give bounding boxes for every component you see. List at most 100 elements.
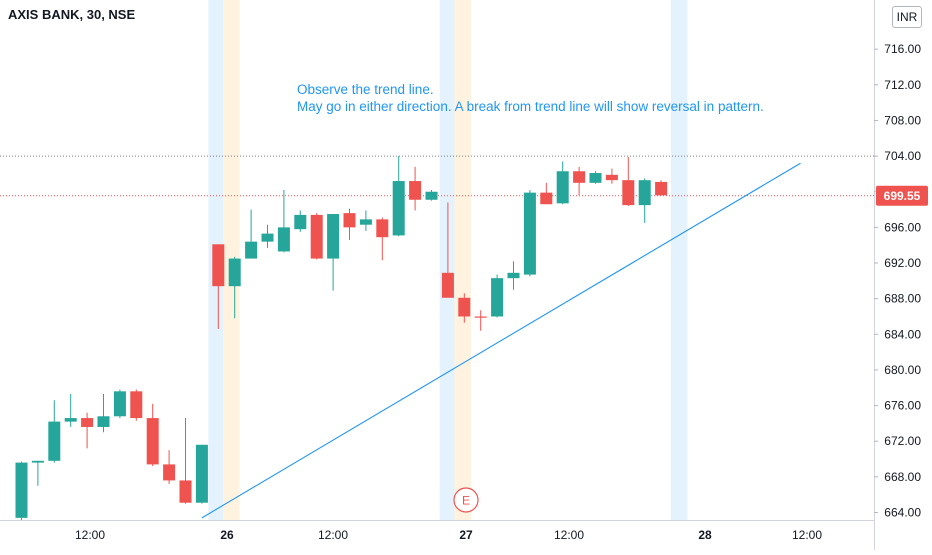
candle-body — [15, 462, 28, 518]
candle-body — [343, 213, 356, 228]
candle[interactable] — [64, 393, 77, 427]
candle-body — [294, 214, 307, 230]
x-tick-label: 12:00 — [75, 528, 105, 542]
candle[interactable] — [31, 460, 44, 486]
candle[interactable] — [425, 189, 438, 201]
candle-body — [245, 241, 258, 259]
note-line-2: May go in either direction. A break from… — [297, 99, 764, 114]
candle[interactable] — [179, 418, 192, 504]
candle[interactable] — [277, 189, 290, 253]
candle-body — [195, 444, 208, 503]
candle-body — [491, 278, 504, 317]
candle[interactable] — [638, 178, 651, 223]
candle[interactable] — [195, 444, 208, 504]
note-line-1: Observe the trend line. — [297, 82, 434, 97]
candle[interactable] — [392, 156, 405, 237]
candle-body — [81, 418, 94, 427]
price-axis-background — [874, 0, 932, 550]
session-band — [439, 0, 455, 520]
x-tick-label: 12:00 — [318, 528, 348, 542]
y-tick-label: 676.00 — [884, 399, 921, 413]
candle[interactable] — [556, 161, 569, 205]
y-tick-label: 684.00 — [884, 327, 921, 341]
y-tick-label: 704.00 — [884, 149, 921, 163]
candle[interactable] — [15, 461, 28, 526]
candle-body — [392, 181, 405, 236]
candle-body — [163, 464, 176, 481]
y-tick-label: 688.00 — [884, 292, 921, 306]
candle-body — [409, 181, 422, 200]
candle[interactable] — [359, 210, 372, 231]
candle[interactable] — [441, 202, 454, 298]
candle[interactable] — [573, 166, 586, 196]
candle-body — [228, 258, 241, 287]
candle[interactable] — [310, 213, 323, 260]
candle[interactable] — [507, 261, 520, 290]
candle[interactable] — [163, 450, 176, 484]
y-tick-label: 664.00 — [884, 506, 921, 520]
candle[interactable] — [245, 209, 258, 259]
candle-body — [277, 227, 290, 252]
candle[interactable] — [655, 180, 668, 196]
session-bands — [208, 0, 688, 520]
candle[interactable] — [81, 412, 94, 449]
candle[interactable] — [261, 224, 274, 248]
candle-body — [113, 391, 126, 417]
trend-line[interactable] — [201, 162, 801, 519]
candle[interactable] — [294, 210, 307, 232]
candle[interactable] — [589, 171, 602, 184]
candle[interactable] — [540, 182, 553, 205]
candle[interactable] — [523, 189, 536, 277]
candle[interactable] — [474, 310, 487, 331]
candle-body — [359, 219, 372, 225]
candle-body — [441, 272, 454, 298]
last-price-label: 699.55 — [876, 185, 928, 206]
candle-body — [556, 171, 569, 204]
candle-body — [589, 173, 602, 183]
candle[interactable] — [343, 208, 356, 240]
candle[interactable] — [491, 274, 504, 318]
candle-body — [474, 316, 487, 318]
candle-body — [540, 192, 553, 205]
session-band — [670, 0, 688, 520]
time-axis: 12:00 26 12:00 27 12:00 28 12:00 — [75, 528, 822, 542]
symbol-title[interactable]: AXIS BANK, 30, NSE — [8, 7, 136, 22]
y-tick-label: 692.00 — [884, 256, 921, 270]
y-tick-label: 712.00 — [884, 78, 921, 92]
candle-body — [605, 174, 618, 181]
candle[interactable] — [228, 256, 241, 319]
candle-body — [212, 244, 225, 287]
session-band — [454, 0, 471, 520]
candle[interactable] — [458, 293, 471, 323]
event-marker-circle[interactable] — [453, 487, 479, 513]
candle[interactable] — [130, 389, 143, 421]
last-price-badge — [876, 185, 928, 206]
candle-body — [573, 171, 586, 183]
candle-body — [638, 180, 651, 206]
candle[interactable] — [97, 393, 110, 433]
candle[interactable] — [327, 214, 340, 291]
candle[interactable] — [376, 217, 389, 261]
candle[interactable] — [113, 389, 126, 419]
y-tick-label: 668.00 — [884, 470, 921, 484]
candle[interactable] — [146, 403, 159, 467]
x-tick-label: 28 — [698, 528, 712, 542]
candle-body — [655, 181, 668, 196]
candle[interactable] — [48, 400, 61, 463]
candle[interactable] — [212, 244, 225, 329]
candle[interactable] — [409, 166, 422, 211]
candle-body — [261, 233, 274, 242]
event-marker: E — [453, 487, 479, 513]
candle[interactable] — [605, 168, 618, 184]
x-tick-label: 12:00 — [792, 528, 822, 542]
x-tick-label: 26 — [220, 528, 234, 542]
candle-body — [130, 391, 143, 419]
candle-body — [48, 421, 61, 461]
y-tick-label: 708.00 — [884, 113, 921, 127]
candle-body — [146, 418, 159, 465]
chart-note[interactable]: Observe the trend line. May go in either… — [297, 81, 764, 115]
currency-badge[interactable]: INR — [892, 6, 922, 28]
candle[interactable] — [622, 156, 635, 206]
